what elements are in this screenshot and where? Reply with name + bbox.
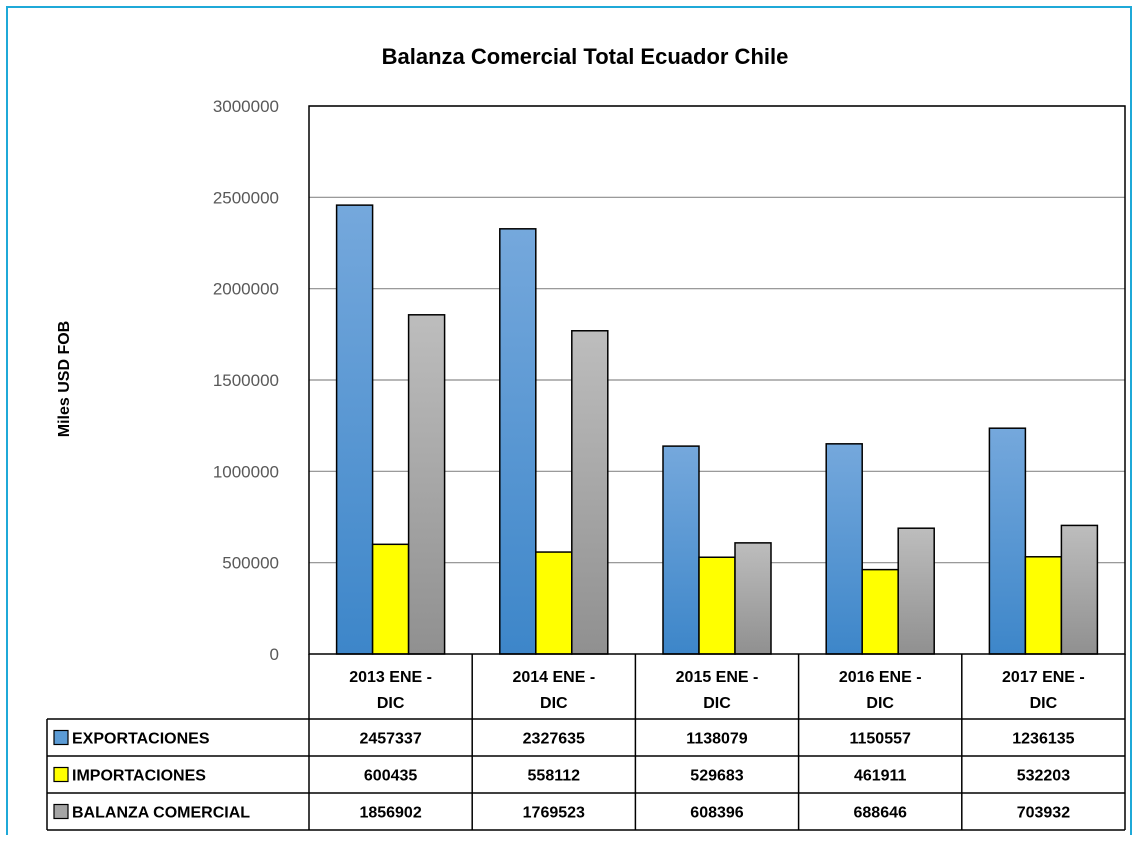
legend-swatch-importaciones <box>53 766 69 783</box>
data-label: 558112 <box>528 768 581 785</box>
legend-label: BALANZA COMERCIAL <box>72 805 250 822</box>
bar-exportaciones-3 <box>825 443 863 655</box>
bar-balanza-comercial-4 <box>1060 524 1099 655</box>
category-label: 2016 ENE - <box>839 669 922 686</box>
bar-exportaciones-2 <box>662 445 700 655</box>
bar-balanza-comercial-3 <box>897 527 935 655</box>
y-tick-label: 500000 <box>222 554 279 573</box>
data-label: 600435 <box>364 768 417 785</box>
category-label: 2014 ENE - <box>512 669 595 686</box>
data-label: 1138079 <box>686 731 748 748</box>
bar-balanza-comercial-1 <box>571 330 609 655</box>
category-label: 2015 ENE - <box>676 669 759 686</box>
category-label: DIC <box>1030 695 1058 712</box>
y-axis-label: Miles USD FOB <box>56 321 73 437</box>
data-label: 703932 <box>1017 805 1070 822</box>
bar-importaciones-4 <box>1024 556 1063 655</box>
y-tick-label: 3000000 <box>213 97 279 116</box>
y-tick-label: 1000000 <box>213 462 279 481</box>
bar-balanza-comercial-2 <box>734 542 772 655</box>
bar-importaciones-1 <box>535 551 573 655</box>
legend-swatch-balanza-comercial <box>53 803 69 820</box>
data-label: 1150557 <box>849 731 911 748</box>
data-label: 2327635 <box>523 731 585 748</box>
bar-exportaciones-4 <box>988 427 1027 655</box>
bar-importaciones-0 <box>371 543 410 655</box>
data-label: 461911 <box>854 768 907 785</box>
data-label: 2457337 <box>359 731 421 748</box>
y-tick-label: 0 <box>270 645 279 664</box>
bar-importaciones-3 <box>861 568 899 655</box>
y-tick-label: 1500000 <box>213 371 279 390</box>
data-label: 1236135 <box>1012 731 1074 748</box>
category-label: 2017 ENE - <box>1002 669 1085 686</box>
category-label: 2013 ENE - <box>349 669 432 686</box>
bar-exportaciones-0 <box>335 204 374 655</box>
y-tick-label: 2500000 <box>213 188 279 207</box>
legend-swatch-exportaciones <box>53 729 69 746</box>
data-label: 1769523 <box>523 805 585 822</box>
category-label: DIC <box>866 695 894 712</box>
legend-label: EXPORTACIONES <box>72 731 210 748</box>
category-label: DIC <box>540 695 568 712</box>
category-label: DIC <box>703 695 731 712</box>
data-label: 529683 <box>690 768 743 785</box>
y-tick-label: 2000000 <box>213 280 279 299</box>
data-label: 532203 <box>1017 768 1070 785</box>
bar-exportaciones-1 <box>499 228 537 655</box>
chart-title: Balanza Comercial Total Ecuador Chile <box>382 44 789 69</box>
bar-importaciones-2 <box>698 556 736 655</box>
bar-balanza-comercial-0 <box>407 314 446 655</box>
data-label: 688646 <box>854 805 907 822</box>
data-label: 1856902 <box>359 805 421 822</box>
data-label: 608396 <box>690 805 743 822</box>
legend-label: IMPORTACIONES <box>72 768 206 785</box>
chart-frame <box>6 6 1132 835</box>
category-label: DIC <box>377 695 405 712</box>
plot-area-border <box>308 105 1126 655</box>
